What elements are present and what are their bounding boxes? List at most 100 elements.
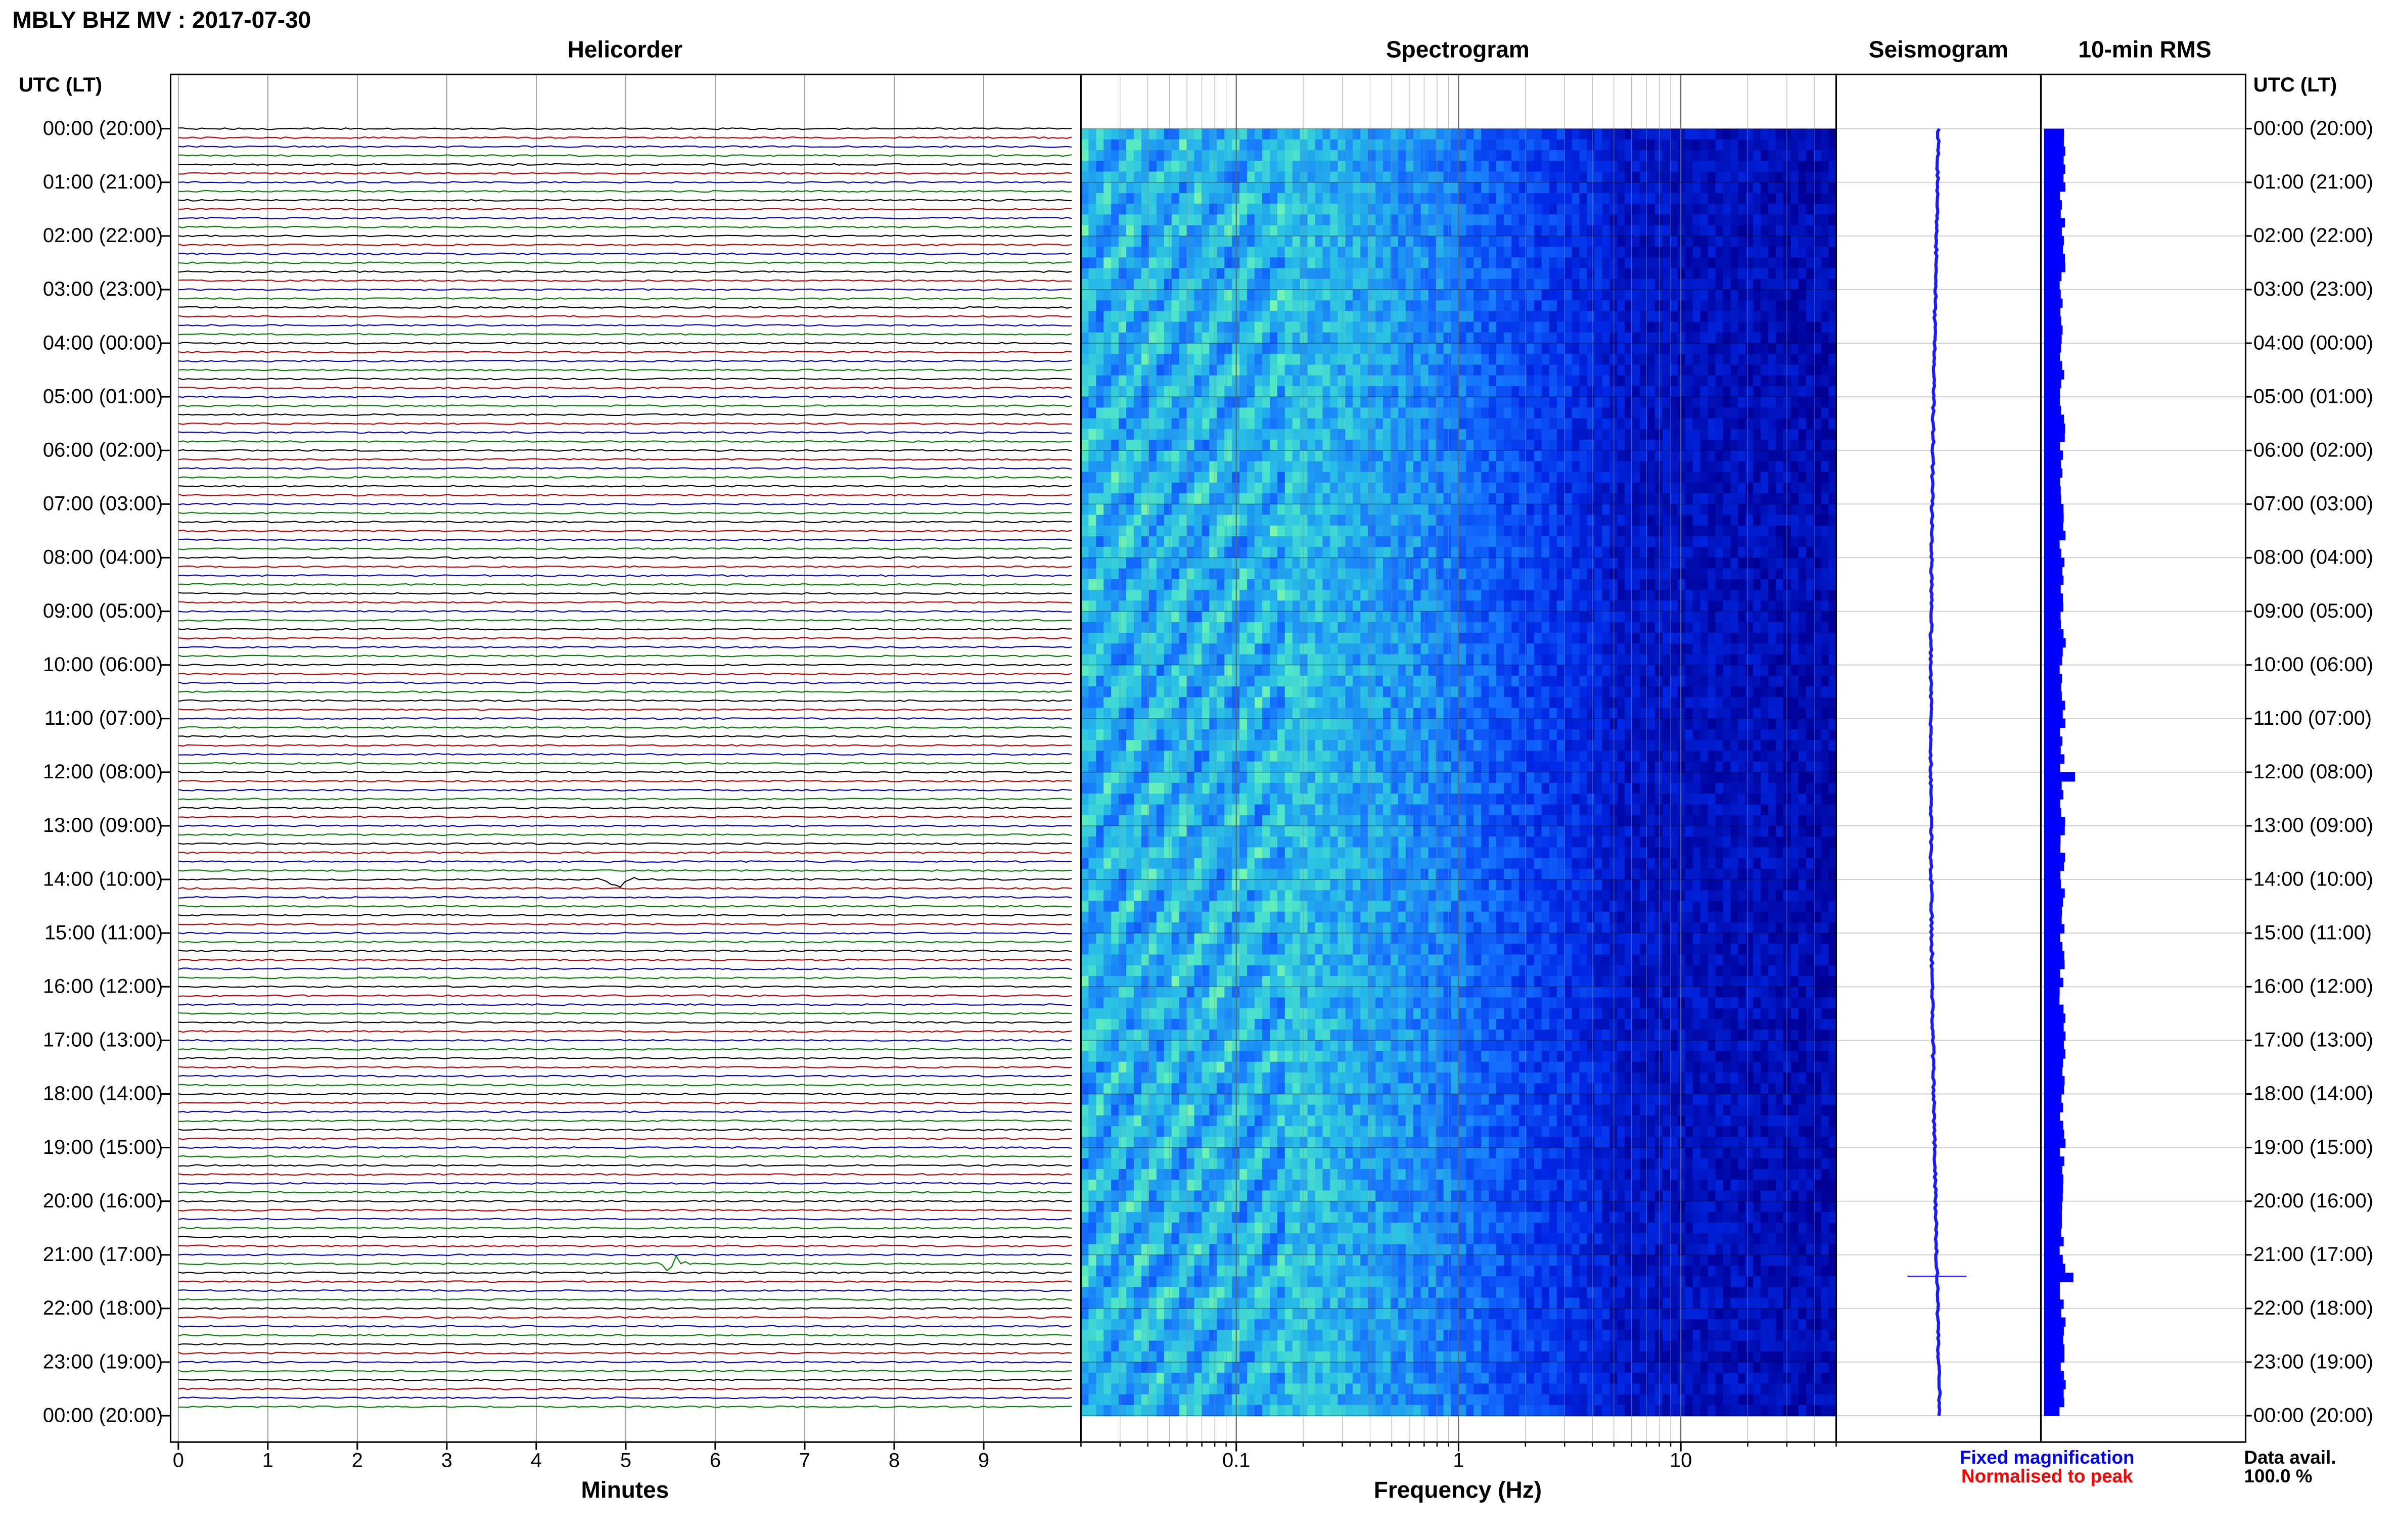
spectrogram-cell [1723,493,1731,505]
spectrogram-cell [1111,504,1120,516]
spectrogram-cell [1428,236,1437,248]
spectrogram-cell [1141,622,1150,634]
spectrogram-cell [1821,590,1829,601]
spectrogram-cell [1405,515,1414,527]
spectrogram-cell [1353,311,1361,322]
spectrogram-cell [1617,472,1626,484]
spectrogram-cell [1828,472,1836,484]
spectrogram-cell [1133,386,1142,398]
seismogram-heading: Seismogram [1869,36,2008,63]
spectrogram-cell [1518,343,1528,355]
spectrogram-cell [1277,182,1286,194]
spectrogram-cell [1564,568,1573,580]
spectrogram-cell [1269,579,1278,591]
spectrogram-cell [1526,397,1535,408]
spectrogram-cell [1443,182,1452,194]
spectrogram-cell [1685,632,1693,644]
spectrogram-cell [1436,182,1444,194]
spectrogram-cell [1307,204,1316,215]
spectrogram-cell [1715,643,1724,655]
spectrogram-cell [1353,247,1361,258]
spectrogram-cell [1277,364,1286,376]
spectrogram-cell [1330,300,1339,312]
spectrogram-cell [1420,311,1429,322]
spectrogram-cell [1119,257,1127,269]
spectrogram-cell [1103,278,1112,291]
spectrogram-cell [1315,311,1323,322]
spectrogram-cell [1579,611,1588,623]
spectrogram-cell [1269,590,1278,601]
spectrogram-cell [1345,632,1354,644]
spectrogram-cell [1761,472,1769,484]
spectrogram-cell [1504,547,1512,558]
spectrogram-cell [1526,504,1535,516]
spectrogram-cell [1330,600,1339,612]
spectrogram-cell [1247,397,1256,408]
spectrogram-cell [1133,193,1142,205]
spectrogram-cell [1677,472,1686,484]
spectrogram-cell [1247,257,1256,269]
spectrogram-cell [1518,386,1528,398]
spectrogram-cell [1103,193,1112,205]
spectrogram-cell [1761,204,1769,215]
spectrogram-cell [1088,493,1097,505]
spectrogram-cell [1119,429,1127,441]
spectrogram-cell [1489,418,1497,430]
spectrogram-cell [1284,182,1293,194]
spectrogram-cell [1458,429,1467,441]
spectrogram-cell [1436,504,1444,516]
spectrogram-cell [1481,193,1490,205]
spectrogram-cell [1715,193,1724,205]
spectrogram-cell [1715,622,1724,634]
spectrogram-cell [1255,214,1263,226]
spectrogram-cell [1133,257,1142,269]
spectrogram-cell [1338,525,1346,537]
spectrogram-cell [1745,257,1754,269]
spectrogram-cell [1255,139,1263,151]
spectrogram-cell [1572,375,1580,387]
spectrogram-cell [1284,579,1293,591]
spectrogram-cell [1556,193,1565,205]
spectrogram-cell [1617,579,1626,591]
spectrogram-cell [1579,354,1588,365]
spectrogram-cell [1224,247,1233,258]
spectrogram-cell [1353,568,1361,580]
spectrogram-cell [1088,171,1097,183]
spectrogram-cell [1738,472,1746,484]
spectrogram-cell [1715,440,1724,451]
spectrogram-cell [1300,632,1308,644]
spectrogram-cell [1708,247,1716,258]
spectrogram-cell [1481,311,1490,322]
spectrogram-cell [1262,654,1271,666]
spectrogram-cell [1602,300,1610,312]
spectrogram-cell [1390,568,1399,580]
spectrogram-cell [1783,278,1792,291]
spectrogram-cell [1292,182,1301,194]
spectrogram-cell [1504,622,1512,634]
spectrogram-cell [1300,289,1308,301]
spectrogram-cell [1247,332,1256,344]
spectrogram-cell [1096,547,1104,558]
spectrogram-cell [1284,600,1293,612]
spectrogram-cell [1617,364,1626,376]
spectrogram-cell [1640,450,1648,462]
spectrogram-cell [1806,182,1814,194]
spectrogram-cell [1617,343,1626,355]
spectrogram-cell [1579,193,1588,205]
spectrogram-cell [1096,375,1104,387]
spectrogram-cell [1451,482,1459,494]
spectrogram-cell [1700,504,1709,516]
spectrogram-cell [1300,557,1308,569]
spectrogram-cell [1081,161,1089,172]
spectrogram-cell [1202,193,1210,205]
spectrogram-cell [1790,579,1800,591]
spectrogram-cell [1640,214,1648,226]
spectrogram-cell [1790,161,1800,172]
spectrogram-cell [1579,590,1588,601]
spectrogram-cell [1775,332,1784,344]
spectrogram-cell [1088,354,1097,365]
spectrogram-cell [1141,386,1150,398]
spectrogram-cell [1504,193,1512,205]
spectrogram-cell [1239,311,1248,322]
spectrogram-cell [1662,225,1671,237]
